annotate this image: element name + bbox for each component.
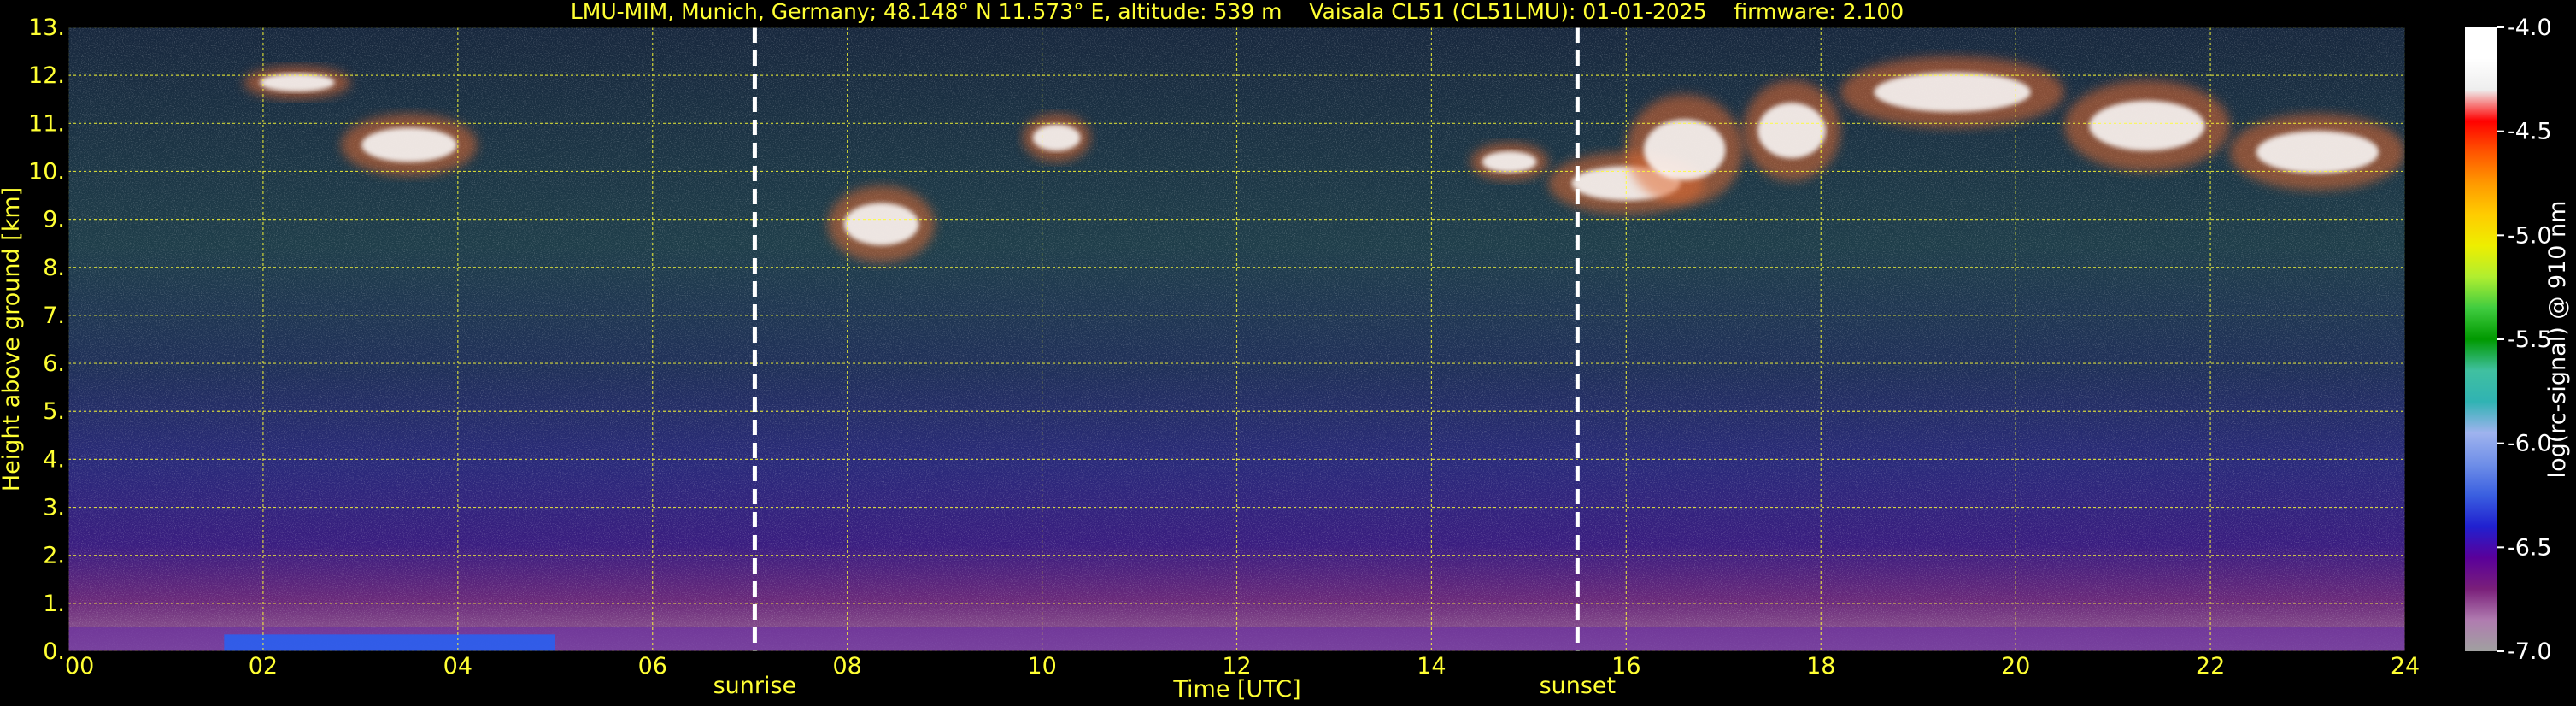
x-tick-label: 18	[1806, 653, 1835, 680]
x-tick-label: 22	[2196, 653, 2225, 680]
y-tick-label: 12.	[28, 62, 65, 89]
colorbar-tick-label: -4.5	[2507, 119, 2552, 145]
colorbar: -4.0 -4.5 -5.0 -5.5 -6.0 -6.5 -7.0 log(rc-sign…	[2465, 15, 2571, 665]
sunrise-label: sunrise	[713, 673, 797, 699]
y-tick-label: 6.	[43, 350, 65, 377]
colorbar-tick-label: -4.0	[2507, 15, 2552, 41]
cloud-layer	[1032, 124, 1081, 151]
y-tick-label: 1.	[43, 591, 65, 617]
cloud-layer	[1643, 119, 1726, 180]
x-tick-label: 10	[1027, 653, 1056, 680]
colorbar-tick-label: -5.0	[2507, 222, 2552, 249]
x-axis-label: Time [UTC]	[1172, 676, 1300, 703]
cloud-layer	[2089, 100, 2205, 151]
colorbar-tick-label: -6.0	[2507, 431, 2552, 457]
cloud-layer	[361, 127, 457, 162]
y-tick-label: 0.	[43, 638, 65, 665]
y-tick-label: 3.	[43, 495, 65, 521]
plot-area	[68, 27, 2405, 651]
x-tick-label: 20	[2001, 653, 2030, 680]
y-axis-label: Height above ground [km]	[0, 187, 25, 491]
x-tick-label: 00	[65, 653, 94, 680]
sun-markers	[752, 27, 1580, 651]
x-tick-label: 02	[249, 653, 278, 680]
x-tick-label: 04	[443, 653, 472, 680]
colorbar-tick-label: -5.5	[2507, 327, 2552, 353]
y-tick-label: 2.	[43, 543, 65, 569]
cloud-layer	[2256, 131, 2379, 174]
x-tick-label: 24	[2391, 653, 2420, 680]
colorbar-ticks: -4.0 -4.5 -5.0 -5.5 -6.0 -6.5 -7.0	[2497, 15, 2552, 665]
y-tick-label: 7.	[43, 303, 65, 329]
x-tick-label: 14	[1417, 653, 1446, 680]
colorbar-label: log(rc-signal) @ 910 nm	[2544, 201, 2571, 479]
x-tick-label: 12	[1222, 653, 1251, 680]
cloud-layer	[1757, 103, 1826, 159]
y-tick-label: 13.	[28, 15, 65, 41]
cloud-layer	[843, 203, 919, 245]
y-tick-label: 4.	[43, 446, 65, 473]
cloud-layer	[1874, 72, 2031, 112]
colorbar-tick-label: -6.5	[2507, 534, 2552, 561]
sunset-label: sunset	[1540, 673, 1617, 699]
cloud-layer	[1482, 150, 1537, 173]
y-tick-label: 10.	[28, 158, 65, 185]
aerosol-layer	[224, 634, 555, 651]
y-tick-label: 8.	[43, 255, 65, 281]
x-tick-label: 06	[638, 653, 667, 680]
colorbar-scale	[2465, 27, 2497, 651]
plot-frame	[67, 26, 2406, 652]
x-tick-label: 08	[832, 653, 861, 680]
y-tick-label: 9.	[43, 207, 65, 233]
marker-labels: sunrise sunset	[713, 673, 1617, 699]
y-tick-labels: 0. 1. 2. 3. 4. 5. 6. 7. 8. 9. 10. 11. 12. 13.	[28, 15, 65, 665]
y-tick-label: 11.	[28, 110, 65, 137]
colorbar-tick-label: -7.0	[2507, 638, 2552, 665]
x-tick-labels: 00 02 04 06 08 10 12 14 16 18 20 22 24	[65, 653, 2420, 680]
chart-title: LMU-MIM, Munich, Germany; 48.148° N 11.5…	[571, 0, 1904, 24]
grid-lines	[68, 27, 2405, 651]
cloud-layer	[259, 73, 335, 92]
y-tick-label: 5.	[43, 398, 65, 425]
x-tick-label: 16	[1611, 653, 1640, 680]
